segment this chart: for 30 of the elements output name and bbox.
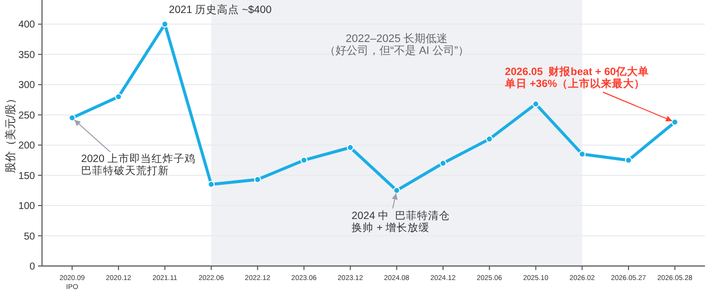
point <box>393 186 400 194</box>
y-tick-label: 400 <box>18 20 36 31</box>
y-tick-label: 350 <box>18 50 36 61</box>
band-label: 2022–2025 长期低迷 <box>346 32 448 45</box>
annotation: 2024 中 巴菲特清仓换帅 + 增长放缓 <box>352 210 451 234</box>
point <box>115 93 122 100</box>
point <box>161 20 168 28</box>
point <box>440 160 447 167</box>
y-axis-title: 股价（美元/股） <box>4 92 17 174</box>
y-tick-label: 150 <box>18 170 36 182</box>
point <box>254 176 262 184</box>
y-tick-label: 50 <box>24 231 36 242</box>
point <box>486 136 493 143</box>
point <box>625 156 632 164</box>
annotation: 2020 上市即当红炸子鸡巴菲特破天荒打新 <box>81 152 196 177</box>
point <box>346 144 354 152</box>
y-tick-label: 300 <box>18 80 36 92</box>
point <box>208 180 215 188</box>
point <box>578 150 586 158</box>
point <box>300 156 308 164</box>
annotation: （好公司，但“不是 AI 公司”） <box>324 45 470 57</box>
annotation: 2021 历史高点 ~$400 <box>168 4 273 16</box>
point <box>671 118 678 126</box>
point <box>68 114 76 122</box>
y-tick-label: 0 <box>29 262 36 272</box>
point <box>532 100 540 108</box>
annotation: 2026.05 财报beat + 60亿大单单日 +36%（上市以来最大） <box>504 66 650 90</box>
y-tick-label: 100 <box>18 201 36 212</box>
y-tick-label: 200 <box>18 140 36 152</box>
y-tick-label: 250 <box>18 110 36 122</box>
